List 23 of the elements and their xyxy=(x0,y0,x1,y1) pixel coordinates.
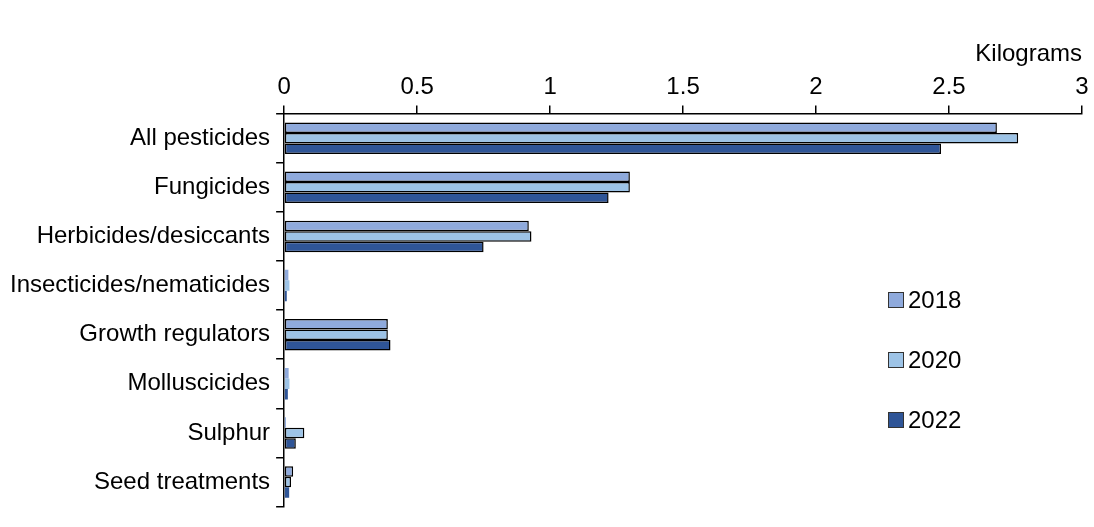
y-tick-label: Seed treatments xyxy=(94,466,271,494)
x-tick-label: 2.5 xyxy=(932,71,966,99)
bar xyxy=(284,368,289,379)
x-tick-label: 1.5 xyxy=(666,71,700,99)
y-tick-label: Fungicides xyxy=(154,171,271,199)
legend-label: 2022 xyxy=(908,406,962,434)
x-tick-label: 0.5 xyxy=(400,71,434,99)
x-tick-label: 0 xyxy=(277,71,291,99)
x-tick-label: 1 xyxy=(543,71,557,99)
y-tick-label: Growth regulators xyxy=(79,319,271,347)
bar xyxy=(284,389,288,400)
legend-label: 2018 xyxy=(908,286,962,314)
y-tick-label: Molluscicides xyxy=(127,368,271,396)
y-tick-label: Insecticides/nematicides xyxy=(10,270,271,298)
y-tick-label: Herbicides/desiccants xyxy=(36,221,271,249)
bar xyxy=(284,280,290,291)
legend-label: 2020 xyxy=(908,346,962,374)
bar xyxy=(284,487,290,498)
x-tick-label: 3 xyxy=(1075,71,1089,99)
y-tick-label: Sulphur xyxy=(187,417,271,445)
x-tick-label: 2 xyxy=(809,71,823,99)
y-tick-label: All pesticides xyxy=(130,122,271,150)
x-axis-title: Kilograms xyxy=(975,39,1082,67)
